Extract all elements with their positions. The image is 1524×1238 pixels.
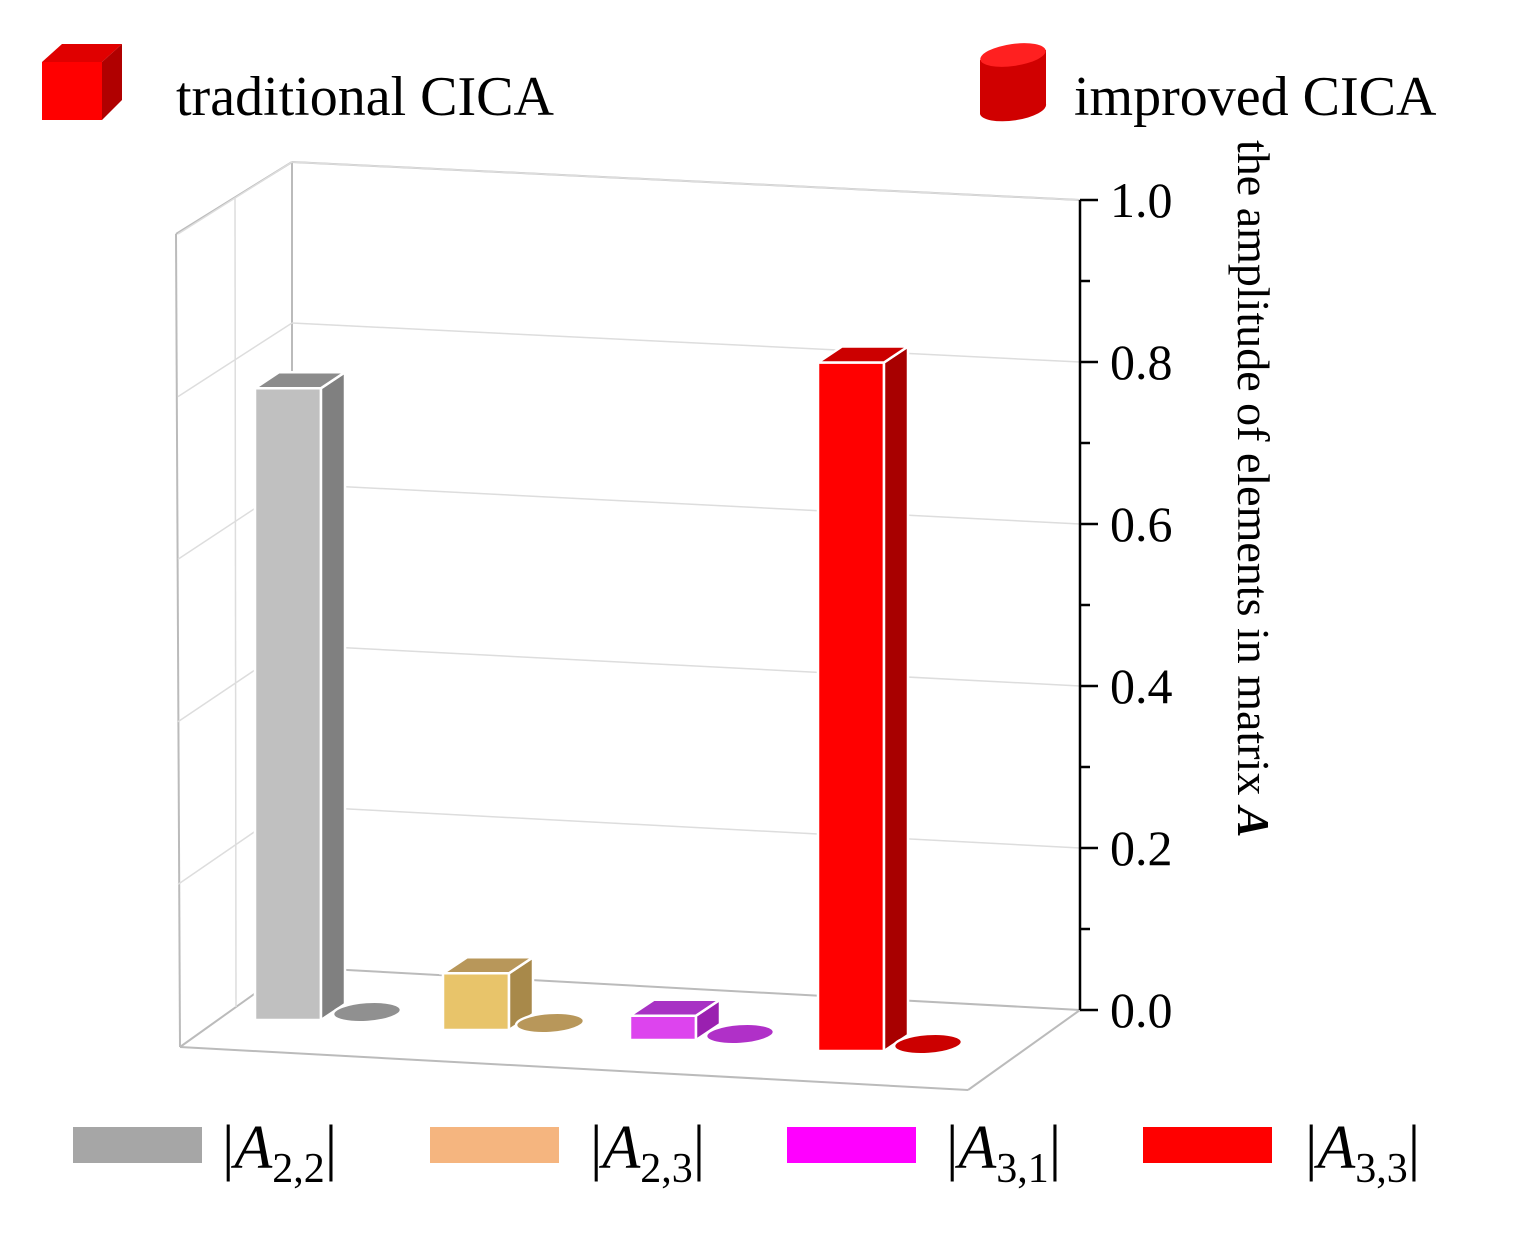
cylinder-top [514,1011,586,1035]
bar-traditional-22 [250,369,350,1023]
bar-top-face [438,956,538,975]
gridlines [177,161,1081,1008]
y-tick-label: 1.0 [1110,172,1173,228]
bar-traditional-23 [438,954,538,1033]
bar-front-face [816,361,886,1053]
bar-improved-31 [704,1022,776,1046]
bar-side-face [882,344,910,1054]
y-axis-label: the amplitude of elements in matrix A [1228,140,1279,838]
category-legend: |A2,2| |A2,3| |A3,1| |A3,3| [73,1114,1420,1192]
bar-front-face [441,972,511,1032]
bar-front-face [628,1014,698,1042]
traditional-cica-label: traditional CICA [176,66,555,128]
bar-top-face [813,345,913,364]
bar-top-face [625,998,725,1017]
back-gridline [291,805,1081,849]
bar-side-face [319,369,347,1023]
improved-cica-label: improved CICA [1074,66,1437,128]
bar-improved-33 [892,1032,964,1056]
bar-traditional-31 [625,997,725,1043]
y-tick-label: 0.2 [1110,820,1173,876]
back-gridline [291,161,1081,201]
legend-label-a31: |A3,1| [946,1114,1061,1192]
y-axis-label-symbol: A [1228,804,1279,838]
back-gridline [291,644,1081,687]
y-tick-label: 0.8 [1110,334,1173,390]
back-gridline [291,483,1081,525]
bar-improved-22 [331,1000,403,1024]
y-tick-label: 0.4 [1110,658,1173,714]
y-tick-label: 0.6 [1110,496,1173,552]
cylinder-top [704,1022,776,1046]
y-tick-label: 0.0 [1110,982,1173,1038]
improved-cica-cylinder-icon [980,43,1047,122]
bar-front-face [253,386,323,1022]
bar-top-face [250,370,350,390]
legend-bar-left: | [222,1114,234,1182]
traditional-cica-cube-icon [42,44,122,120]
cylinder-top [892,1032,964,1056]
bar-traditional-33 [813,344,913,1054]
method-legend: traditional CICA improved CICA [42,43,1437,128]
bars [250,344,964,1056]
bar-improved-23 [514,1011,586,1035]
legend-swatch-a31 [787,1127,916,1163]
legend-label-a22: |A2,2| [222,1114,337,1192]
legend-label-a33: |A3,3| [1305,1114,1420,1192]
legend-swatch-a23 [430,1127,559,1163]
legend-label-a23: |A2,3| [590,1114,705,1192]
y-ticks: 0.0 0.2 0.4 0.6 0.8 1.0 [1080,172,1173,1038]
y-axis-label-text: the amplitude of elements in matrix [1228,140,1279,795]
side-gridline [234,197,237,1008]
back-gridline [291,322,1081,363]
legend-swatch-a22 [73,1127,202,1163]
cylinder-top [331,1000,403,1024]
legend-swatch-a33 [1143,1127,1272,1163]
